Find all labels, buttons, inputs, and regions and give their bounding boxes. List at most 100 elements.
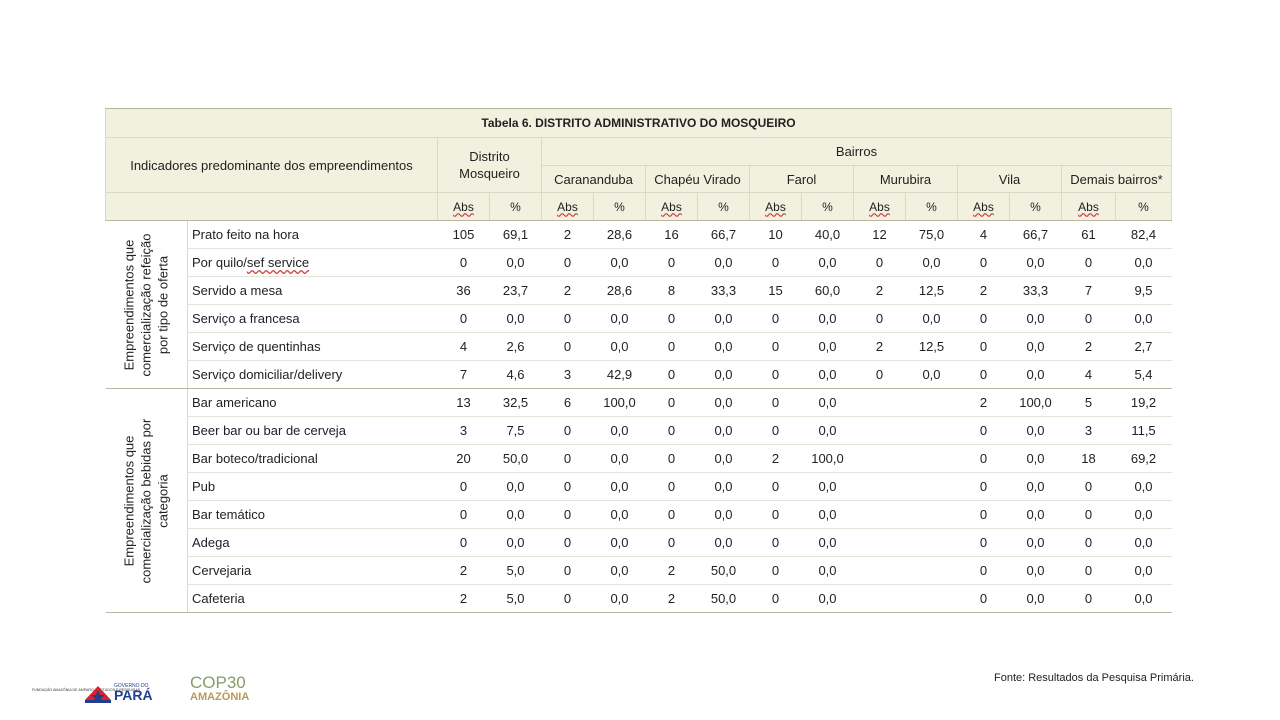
value-cell: 0,0 bbox=[697, 528, 750, 557]
cop30-amazonia-logo: COP30 AMAZÔNIA bbox=[190, 673, 249, 703]
value-cell: 28,6 bbox=[593, 276, 646, 305]
table-row: Empreendimentos que comercialização bebi… bbox=[105, 388, 1172, 613]
value-cell: 0,0 bbox=[489, 304, 542, 333]
value-cell: 0,0 bbox=[1115, 304, 1172, 333]
table-row: Beer bar ou bar de cerveja 3 7,5 0 0,0 0 0,0 0 0… bbox=[106, 416, 1172, 445]
svg-text:COP30: COP30 bbox=[190, 673, 246, 692]
abs-header: Abs bbox=[957, 192, 1010, 221]
value-cell: 0,0 bbox=[1009, 416, 1062, 445]
value-cell: 0 bbox=[645, 248, 698, 277]
value-cell: 0,0 bbox=[697, 360, 750, 389]
value-cell: 66,7 bbox=[697, 220, 750, 249]
value-cell: 0,0 bbox=[697, 304, 750, 333]
value-cell: 20 bbox=[437, 444, 490, 473]
value-cell: 0 bbox=[645, 304, 698, 333]
para-flag-icon bbox=[85, 686, 111, 703]
value-cell: 0,0 bbox=[801, 360, 854, 389]
value-cell: 0 bbox=[1061, 248, 1116, 277]
value-cell: 0,0 bbox=[593, 444, 646, 473]
value-cell: 0 bbox=[645, 388, 698, 417]
value-cell bbox=[905, 444, 958, 473]
pct-header: % bbox=[593, 192, 646, 221]
row-label: Serviço domiciliar/delivery bbox=[187, 360, 438, 389]
bairro-header: Demais bairros* bbox=[1061, 165, 1172, 193]
value-cell: 0,0 bbox=[1009, 444, 1062, 473]
value-cell bbox=[905, 528, 958, 557]
value-cell: 0 bbox=[749, 304, 802, 333]
data-table-container: Tabela 6. DISTRITO ADMINISTRATIVO DO MOS… bbox=[105, 108, 1172, 613]
value-cell: 0 bbox=[1061, 472, 1116, 501]
table-row: Serviço a francesa 0 0,0 0 0,0 0 0,0 0 0,0 0 0,0 0 0… bbox=[106, 304, 1172, 333]
value-cell: 0,0 bbox=[801, 556, 854, 585]
value-cell: 0 bbox=[957, 584, 1010, 613]
value-cell: 42,9 bbox=[593, 360, 646, 389]
value-cell: 0 bbox=[541, 248, 594, 277]
value-cell: 0,0 bbox=[801, 416, 854, 445]
value-cell: 0,0 bbox=[593, 472, 646, 501]
indicator-header: Indicadores predominante dos empreendime… bbox=[105, 137, 438, 193]
value-cell: 0 bbox=[853, 248, 906, 277]
value-cell: 0 bbox=[437, 248, 490, 277]
value-cell: 0 bbox=[541, 332, 594, 361]
value-cell: 2 bbox=[645, 556, 698, 585]
value-cell: 100,0 bbox=[801, 444, 854, 473]
value-cell: 75,0 bbox=[905, 220, 958, 249]
value-cell: 23,7 bbox=[489, 276, 542, 305]
value-cell: 0,0 bbox=[801, 472, 854, 501]
svg-text:AMAZÔNIA: AMAZÔNIA bbox=[190, 690, 249, 703]
value-cell: 0 bbox=[541, 416, 594, 445]
value-cell: 0 bbox=[1061, 528, 1116, 557]
value-cell bbox=[905, 500, 958, 529]
value-cell: 0 bbox=[541, 528, 594, 557]
value-cell: 2 bbox=[541, 220, 594, 249]
value-cell: 0 bbox=[645, 416, 698, 445]
value-cell: 0,0 bbox=[905, 248, 958, 277]
value-cell: 7 bbox=[437, 360, 490, 389]
value-cell: 0 bbox=[437, 528, 490, 557]
value-cell: 3 bbox=[541, 360, 594, 389]
abs-header: Abs bbox=[749, 192, 802, 221]
value-cell bbox=[853, 388, 906, 417]
pct-header: % bbox=[489, 192, 542, 221]
data-table: Tabela 6. DISTRITO ADMINISTRATIVO DO MOS… bbox=[105, 108, 1172, 613]
value-cell: 0,0 bbox=[1115, 500, 1172, 529]
abs-header: Abs bbox=[437, 192, 490, 221]
value-cell: 69,2 bbox=[1115, 444, 1172, 473]
pct-header: % bbox=[1009, 192, 1062, 221]
value-cell: 7,5 bbox=[489, 416, 542, 445]
value-cell: 0,0 bbox=[801, 500, 854, 529]
value-cell: 50,0 bbox=[489, 444, 542, 473]
bairro-header: Farol bbox=[749, 165, 854, 193]
bairro-header: Chapéu Virado bbox=[645, 165, 750, 193]
value-cell: 6 bbox=[541, 388, 594, 417]
value-cell: 36 bbox=[437, 276, 490, 305]
value-cell: 0 bbox=[437, 500, 490, 529]
abs-header: Abs bbox=[541, 192, 594, 221]
value-cell: 0 bbox=[1061, 304, 1116, 333]
value-cell bbox=[905, 584, 958, 613]
value-cell: 18 bbox=[1061, 444, 1116, 473]
value-cell: 0 bbox=[541, 556, 594, 585]
row-label: Prato feito na hora bbox=[187, 220, 438, 249]
value-cell: 0 bbox=[645, 360, 698, 389]
value-cell: 0 bbox=[749, 416, 802, 445]
value-cell: 105 bbox=[437, 220, 490, 249]
pct-header: % bbox=[801, 192, 854, 221]
row-label: Serviço de quentinhas bbox=[187, 332, 438, 361]
table-row: Cervejaria 2 5,0 0 0,0 2 50,0 0 0,0 0 0,0 0 0,0 bbox=[106, 556, 1172, 585]
value-cell: 60,0 bbox=[801, 276, 854, 305]
value-cell: 0,0 bbox=[1115, 556, 1172, 585]
value-cell: 0,0 bbox=[1009, 248, 1062, 277]
value-cell: 0,0 bbox=[801, 248, 854, 277]
value-cell: 0 bbox=[1061, 556, 1116, 585]
group-label-cell: Empreendimentos que comercialização refe… bbox=[105, 220, 188, 389]
value-cell: 0,0 bbox=[697, 444, 750, 473]
value-cell: 2 bbox=[1061, 332, 1116, 361]
row-label: Por quilo/sef service bbox=[187, 248, 438, 277]
value-cell: 12,5 bbox=[905, 332, 958, 361]
group-label: Empreendimentos que comercialização refe… bbox=[121, 232, 171, 377]
row-label: Serviço a francesa bbox=[187, 304, 438, 333]
table-row: Pub 0 0,0 0 0,0 0 0,0 0 0,0 0 0,0 0 0,0 bbox=[106, 472, 1172, 501]
value-cell: 28,6 bbox=[593, 220, 646, 249]
value-cell: 16 bbox=[645, 220, 698, 249]
